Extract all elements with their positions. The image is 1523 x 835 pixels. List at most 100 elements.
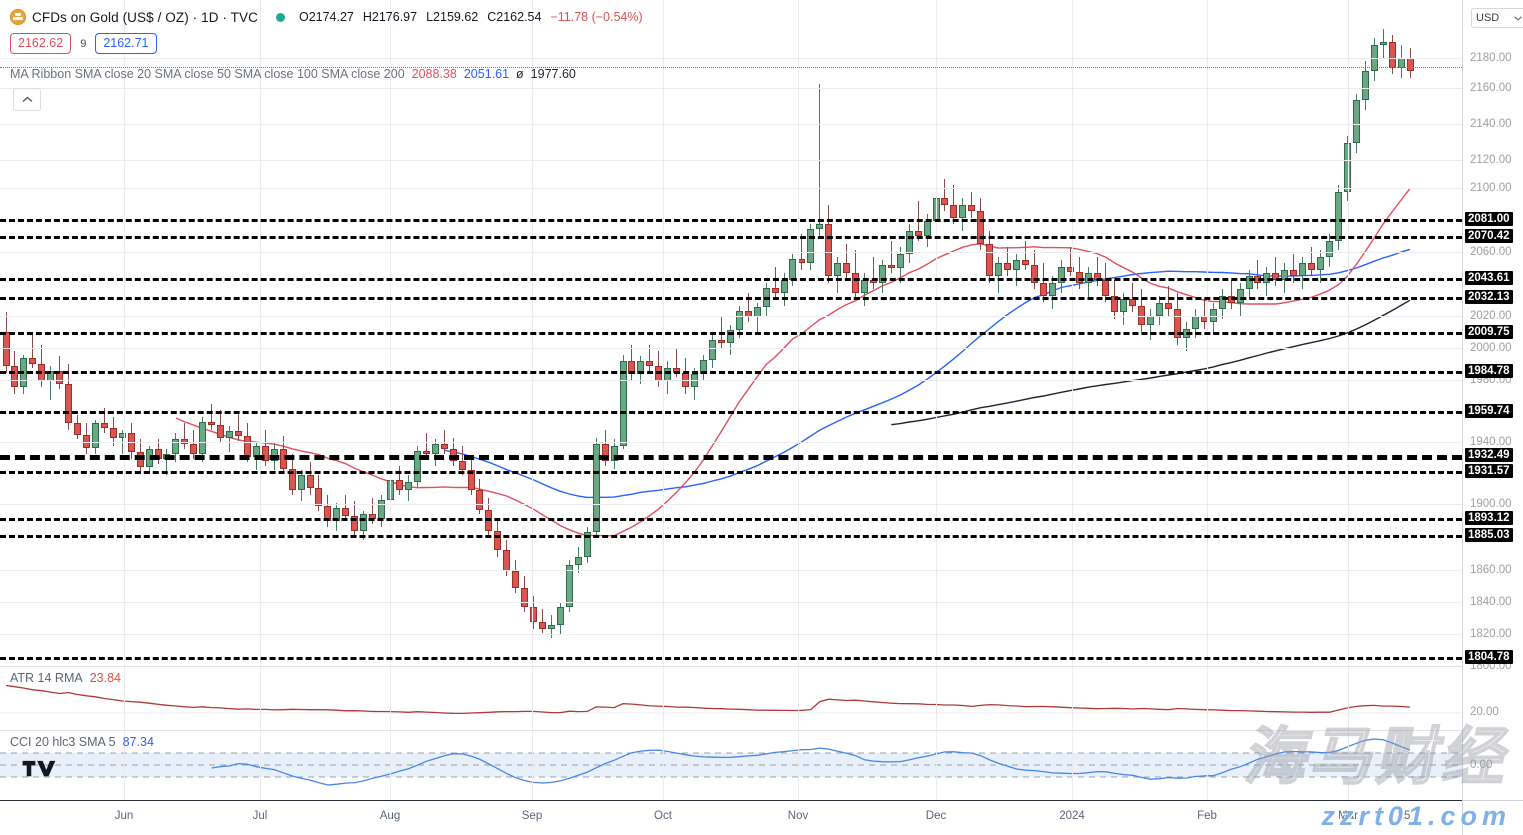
ma-ribbon-legend[interactable]: MA Ribbon SMA close 20 SMA close 50 SMA … [10,67,576,81]
currency-label: USD [1476,12,1500,24]
cci-legend: CCI 20 hlc3 SMA 5 87.34 [10,735,154,749]
price-quote-row[interactable]: 2162.62 9 2162.71 [10,33,157,54]
level-price-badge[interactable]: 1959.74 [1465,404,1513,418]
grid-line [0,58,1462,59]
grid-line-vertical [390,0,391,800]
candle [288,0,296,666]
level-price-badge[interactable]: 1932.49 [1465,448,1513,462]
level-price-badge[interactable]: 2070.42 [1465,229,1513,243]
candle [574,0,582,666]
candle [100,0,108,666]
level-line[interactable] [0,535,1462,538]
chart-plot-area[interactable]: ATR 14 RMA 23.84 CCI 20 hlc3 SMA 5 87.34 [0,0,1462,800]
level-line[interactable] [0,657,1462,660]
candle [82,0,90,666]
candle [771,0,779,666]
tradingview-logo-icon[interactable] [22,759,56,779]
candle [413,0,421,666]
atr-legend-name: ATR 14 RMA [10,671,83,685]
candle [825,0,833,666]
candle [1308,0,1316,666]
level-line[interactable] [0,297,1462,300]
buy-price-button[interactable]: 2162.71 [95,33,157,54]
grid-line-vertical [1348,0,1349,800]
price-axis-tick: 1860.00 [1470,564,1512,576]
level-price-badge[interactable]: 1984.78 [1465,364,1513,378]
close-value: 2162.54 [496,10,542,24]
atr-pane[interactable]: ATR 14 RMA 23.84 [0,666,1462,731]
level-line[interactable] [0,236,1462,239]
candle [977,0,985,666]
high-label: H [362,10,372,24]
average-symbol: ø [516,67,524,81]
candle [735,0,743,666]
level-price-badge[interactable]: 1885.03 [1465,528,1513,542]
level-line[interactable] [0,278,1462,281]
cci-line [211,738,1411,786]
candle [941,0,949,666]
level-line[interactable] [0,471,1462,474]
price-axis-tick: 2120.00 [1470,154,1512,166]
grid-line [0,504,1462,505]
candle [1379,0,1387,666]
change-value: −11.78 (−0.54%) [550,10,643,24]
time-axis-tick: Oct [654,810,672,822]
price-axis-tick: 1840.00 [1470,596,1512,608]
candle [118,0,126,666]
ma-value-red: 2088.38 [411,67,457,81]
cci-legend-name: CCI 20 hlc3 SMA 5 [10,735,116,749]
level-price-badge[interactable]: 1931.57 [1465,464,1513,478]
candle [404,0,412,666]
price-axis[interactable]: USD 2180.00 2160.00 2140.00 2120.00 2100.00 2… [1462,0,1523,800]
cci-pane[interactable]: CCI 20 hlc3 SMA 5 87.34 [0,730,1462,801]
gold-bar-icon [10,9,26,25]
level-price-badge[interactable]: 2043.61 [1465,271,1513,285]
level-line[interactable] [0,518,1462,521]
level-price-badge[interactable]: 2081.00 [1465,212,1513,226]
candle [395,0,403,666]
time-axis-tick: Aug [379,810,401,822]
currency-selector[interactable]: USD [1471,8,1523,28]
price-axis-tick: 2160.00 [1470,82,1512,94]
price-pane[interactable] [0,0,1462,667]
candle [1048,0,1056,666]
candle [1317,0,1325,666]
candle [887,0,895,666]
candle [297,0,305,666]
candle [431,0,439,666]
level-line[interactable] [0,371,1462,374]
candle [226,0,234,666]
candle [1352,0,1360,666]
sma-200-line [891,299,1411,426]
time-axis-tick: Mar [1338,810,1358,822]
level-line[interactable] [0,332,1462,335]
cci-series-svg [0,738,1462,786]
time-axis-tick: Dec [925,810,947,822]
candle [1075,0,1083,666]
collapse-legend-button[interactable] [13,88,41,111]
grid-line [0,160,1462,161]
candle [190,0,198,666]
candle [458,0,466,666]
grid-line [0,570,1462,571]
level-line[interactable] [0,411,1462,414]
level-price-badge[interactable]: 2032.13 [1465,290,1513,304]
time-axis[interactable]: Jun Jul Aug Sep Oct Nov Dec 2024 Feb Mar 25 [0,800,1462,835]
symbol-title[interactable]: CFDs on Gold (US$ / OZ) · 1D · TVC [32,9,258,25]
sell-price-button[interactable]: 2162.62 [10,33,72,54]
close-label: C [487,10,497,24]
level-price-badge[interactable]: 1893.12 [1465,511,1513,525]
level-line[interactable] [0,219,1462,222]
symbol-legend[interactable]: CFDs on Gold (US$ / OZ) · 1D · TVC O2174… [10,9,643,25]
candle [1057,0,1065,666]
candle [1165,0,1173,666]
candle [29,0,37,666]
atr-legend-value: 23.84 [89,671,121,685]
open-value: 2174.27 [308,10,354,24]
level-line[interactable] [0,455,1462,460]
candle [65,0,73,666]
level-price-badge[interactable]: 2009.75 [1465,325,1513,339]
ma-value-blue: 2051.61 [463,67,510,81]
level-price-badge[interactable]: 1804.78 [1465,650,1513,664]
candle [852,0,860,666]
